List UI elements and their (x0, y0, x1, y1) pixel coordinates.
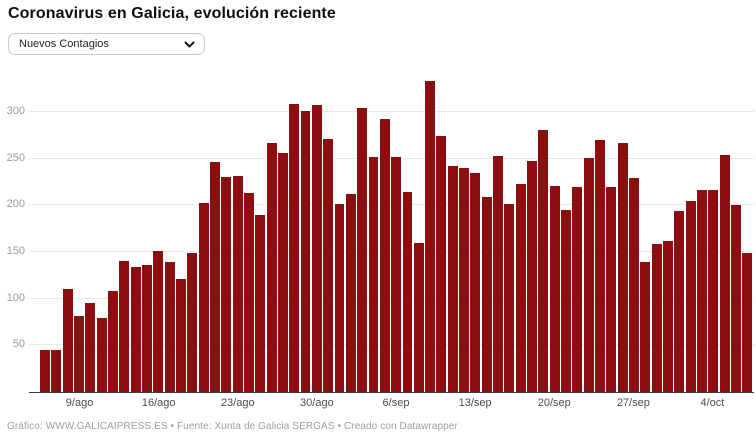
bar[interactable] (164, 262, 175, 392)
bar[interactable] (538, 129, 549, 392)
bar[interactable] (527, 160, 538, 392)
bar[interactable] (96, 318, 107, 392)
x-axis-tick-label: 20/sep (537, 397, 571, 409)
bar[interactable] (629, 178, 639, 392)
bar[interactable] (300, 111, 311, 392)
chart-footer: Gráfico: WWW.GALICAIPRESS.ES • Fuente: X… (7, 421, 458, 432)
bar[interactable] (107, 291, 118, 392)
metric-select-value: Nuevos Contagios (19, 38, 109, 50)
bar[interactable] (255, 214, 266, 392)
bar[interactable] (266, 142, 277, 392)
bar[interactable] (277, 153, 288, 392)
bar[interactable] (379, 118, 390, 392)
x-axis: 9/ago 16/ago 23/ago 30/ago 6/sep 13/sep 20/sep… (40, 392, 752, 410)
bar[interactable] (209, 161, 220, 392)
bar[interactable] (232, 175, 243, 392)
bar-chart: 9/ago 16/ago 23/ago 30/ago 6/sep 13/sep 20/sep… (0, 70, 756, 409)
bar[interactable] (119, 261, 130, 392)
x-axis-tick-label: 9/ago (65, 397, 94, 409)
bar[interactable] (515, 183, 526, 392)
bar[interactable] (175, 279, 186, 392)
bar[interactable] (153, 251, 164, 392)
bar[interactable] (572, 186, 583, 392)
y-axis-tick-label: 250 (6, 151, 25, 164)
bar[interactable] (425, 81, 436, 392)
metric-select[interactable]: Nuevos Contagios (8, 33, 205, 55)
bar[interactable] (221, 177, 232, 392)
bar[interactable] (549, 185, 560, 392)
bar[interactable] (51, 350, 62, 392)
bar[interactable] (731, 205, 741, 392)
y-axis-tick-label: 200 (6, 198, 25, 211)
bar[interactable] (504, 204, 515, 392)
bar[interactable] (391, 156, 402, 392)
y-axis-tick-label: 100 (6, 291, 25, 304)
y-axis-tick-label: 50 (12, 338, 25, 351)
bar[interactable] (663, 240, 673, 392)
bar[interactable] (583, 157, 594, 392)
bar[interactable] (719, 154, 730, 392)
bar[interactable] (243, 193, 254, 392)
bar[interactable] (470, 172, 481, 392)
x-axis-tick-label: 23/ago (220, 397, 255, 409)
bar[interactable] (742, 252, 753, 392)
bar[interactable] (561, 210, 572, 392)
bar[interactable] (481, 196, 492, 392)
x-axis-tick-label: 27/sep (616, 397, 650, 409)
x-axis-tick-label: 16/ago (141, 397, 176, 409)
bar[interactable] (289, 103, 300, 392)
bar[interactable] (493, 155, 504, 392)
bar[interactable] (674, 210, 685, 392)
bar[interactable] (187, 252, 198, 392)
bar[interactable] (85, 303, 96, 392)
x-axis-tick-label: 13/sep (458, 397, 492, 409)
bar[interactable] (708, 189, 719, 392)
bar[interactable] (402, 192, 413, 392)
x-axis-line (29, 392, 754, 393)
bar[interactable] (606, 186, 617, 392)
x-axis-tick-label: 30/ago (300, 397, 334, 409)
bar[interactable] (447, 166, 458, 392)
gridline (29, 111, 754, 112)
bar[interactable] (617, 142, 628, 392)
chevron-down-icon (184, 41, 195, 47)
bar[interactable] (685, 200, 696, 392)
bar[interactable] (198, 202, 209, 392)
y-axis-tick-label: 150 (6, 245, 25, 257)
bar[interactable] (436, 136, 447, 392)
bar[interactable] (334, 204, 345, 392)
bar[interactable] (311, 104, 322, 392)
x-axis-tick-label: 4/oct (700, 397, 725, 409)
bar[interactable] (141, 265, 152, 392)
bar[interactable] (40, 350, 50, 392)
bar[interactable] (651, 243, 662, 392)
x-axis-tick-label: 6/sep (382, 397, 410, 409)
bar[interactable] (323, 139, 334, 392)
bar[interactable] (459, 168, 470, 392)
bar[interactable] (130, 266, 141, 392)
bar[interactable] (413, 242, 424, 392)
y-axis-tick-label: 300 (6, 105, 25, 117)
bar[interactable] (345, 194, 356, 392)
bar[interactable] (357, 108, 368, 392)
bar[interactable] (62, 289, 73, 392)
bars-container (40, 70, 753, 392)
bar[interactable] (73, 315, 84, 392)
bar[interactable] (640, 262, 651, 392)
bar[interactable] (697, 190, 707, 392)
bar[interactable] (368, 156, 379, 392)
chart-title: Coronavirus en Galicia, evolución recien… (8, 5, 336, 22)
bar[interactable] (595, 140, 606, 392)
